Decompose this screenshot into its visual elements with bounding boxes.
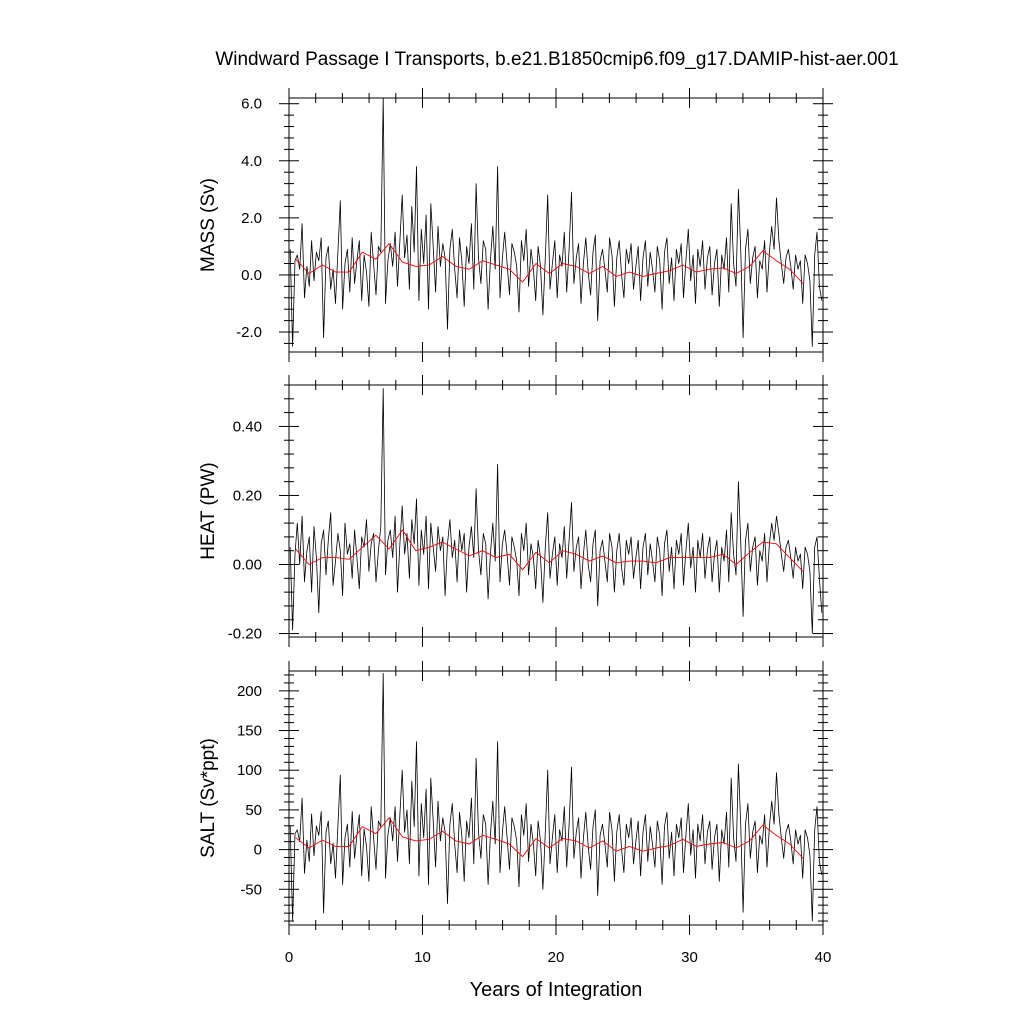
panels: -2.0 0.0 2.0 4.0 6.0 MASS (Sv) -0.20 0.00 0.20 0.… bbox=[198, 88, 833, 966]
y-tick-label: 0.20 bbox=[233, 487, 262, 504]
salt-panel: -50 0 50 100 150 200 SALT (Sv*ppt) bbox=[198, 661, 833, 935]
heat-annual-mean-line bbox=[295, 529, 804, 572]
chart-title: Windward Passage I Transports, b.e21.B18… bbox=[215, 49, 898, 70]
y-tick-label: 150 bbox=[237, 723, 262, 740]
x-tick-label: 30 bbox=[681, 949, 698, 966]
x-tick-label: 20 bbox=[548, 949, 565, 966]
x-tick-label: 0 bbox=[285, 949, 293, 966]
heat-panel: -0.20 0.00 0.20 0.40 HEAT (PW) bbox=[198, 375, 833, 647]
y-tick-label: 50 bbox=[245, 802, 262, 819]
heat-x-ticks bbox=[288, 375, 824, 647]
y-tick-label: -2.0 bbox=[236, 324, 262, 341]
salt-monthly-series-line bbox=[289, 673, 823, 922]
y-tick-label: 100 bbox=[237, 762, 262, 779]
salt-y-ticks bbox=[279, 674, 833, 922]
mass-panel: -2.0 0.0 2.0 4.0 6.0 MASS (Sv) bbox=[198, 88, 833, 362]
y-tick-label: 0 bbox=[254, 842, 262, 859]
mass-y-ticks bbox=[279, 103, 833, 344]
heat-y-ticks bbox=[279, 384, 833, 635]
mass-monthly-series-line bbox=[289, 98, 823, 347]
x-tick-label: 40 bbox=[815, 949, 832, 966]
y-tick-label: -50 bbox=[240, 881, 262, 898]
y-tick-label: 0.40 bbox=[233, 418, 262, 435]
salt-x-ticks bbox=[288, 661, 824, 935]
y-tick-label: 4.0 bbox=[241, 153, 262, 170]
mass-x-ticks bbox=[288, 88, 824, 362]
y-tick-label: 0.00 bbox=[233, 557, 262, 574]
mass-annual-mean-line bbox=[295, 243, 804, 284]
heat-monthly-series-line bbox=[289, 388, 823, 634]
salt-frame bbox=[288, 670, 824, 926]
salt-annual-mean-line bbox=[295, 817, 804, 859]
y-tick-label: 6.0 bbox=[241, 96, 262, 113]
mass-frame bbox=[288, 97, 824, 353]
y-tick-label: 200 bbox=[237, 683, 262, 700]
y-tick-label: 2.0 bbox=[241, 210, 262, 227]
mass-y-axis-label: MASS (Sv) bbox=[198, 178, 219, 272]
heat-y-axis-label: HEAT (PW) bbox=[198, 462, 219, 559]
y-tick-label: -0.20 bbox=[228, 626, 262, 643]
x-tick-label: 10 bbox=[414, 949, 431, 966]
x-axis-label: Years of Integration bbox=[470, 979, 643, 1001]
salt-y-axis-label: SALT (Sv*ppt) bbox=[198, 738, 219, 858]
y-tick-label: 0.0 bbox=[241, 267, 262, 284]
